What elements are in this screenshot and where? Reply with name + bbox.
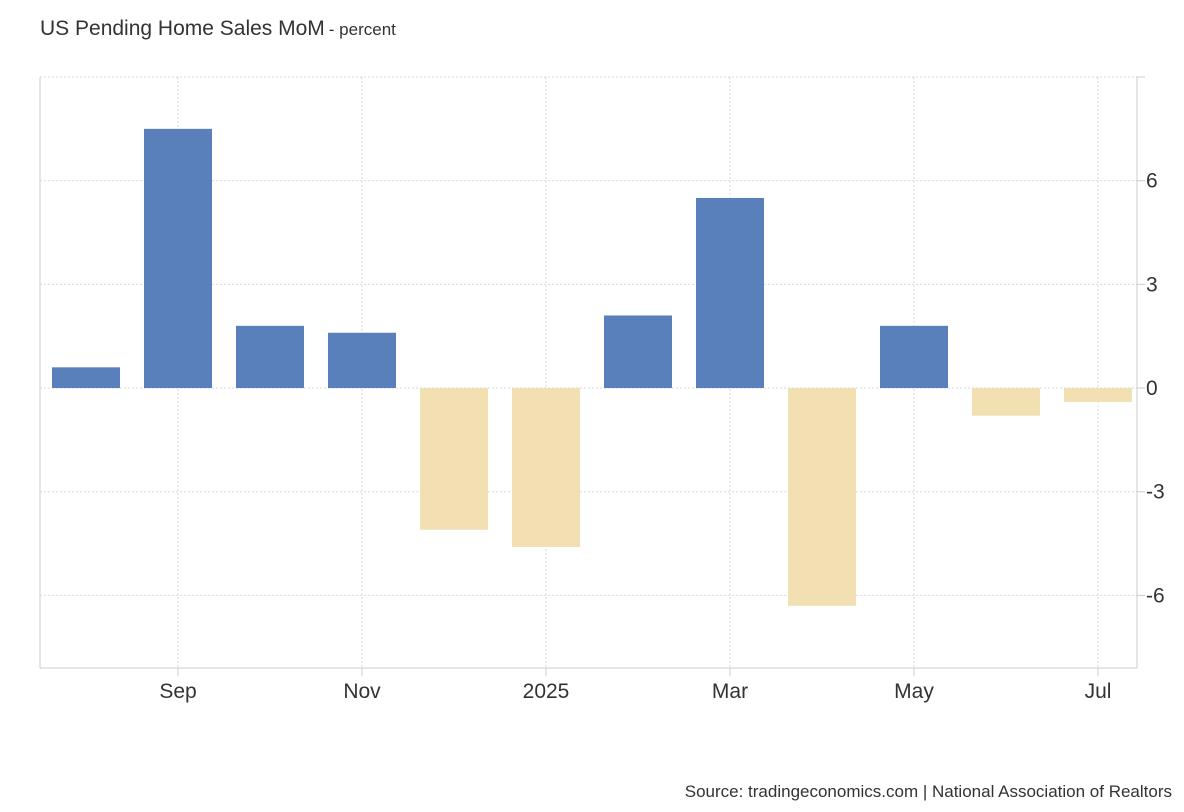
x-tick-label: Mar bbox=[712, 680, 748, 703]
chart-title-block: US Pending Home Sales MoM - percent bbox=[40, 17, 396, 41]
chart-title: US Pending Home Sales MoM bbox=[40, 17, 325, 40]
y-tick-label: -3 bbox=[1146, 481, 1165, 504]
x-tick-label: Jul bbox=[1085, 680, 1112, 703]
bar-mar-2025 bbox=[696, 197, 764, 389]
bar-oct-2024 bbox=[236, 325, 304, 389]
y-tick-label: 6 bbox=[1146, 170, 1158, 193]
bar-dec-2024 bbox=[420, 388, 488, 530]
bar-feb-2025 bbox=[604, 315, 672, 389]
y-axis-labels: 6 3 0 -3 -6 bbox=[1146, 170, 1165, 608]
bar-nov-2024 bbox=[328, 332, 396, 389]
chart-subtitle: - percent bbox=[328, 20, 396, 39]
x-tick-label: Sep bbox=[159, 680, 196, 703]
bar-jun-2025 bbox=[972, 388, 1040, 416]
axes bbox=[39, 76, 1145, 676]
bars bbox=[52, 128, 1132, 606]
x-axis-labels: Sep Nov 2025 Mar May Jul bbox=[159, 680, 1111, 703]
bar-jul-2025 bbox=[1064, 388, 1132, 402]
y-tick-label: -6 bbox=[1146, 584, 1165, 607]
bar-aug-2024 bbox=[52, 367, 120, 389]
source-note: Source: tradingeconomics.com | National … bbox=[684, 782, 1172, 801]
bar-apr-2025 bbox=[788, 388, 856, 606]
bar-sep-2024 bbox=[144, 128, 212, 389]
x-tick-label: May bbox=[894, 680, 934, 703]
y-tick-label: 0 bbox=[1146, 377, 1158, 400]
x-tick-label: Nov bbox=[343, 680, 381, 703]
gridlines bbox=[40, 76, 1137, 668]
bar-may-2025 bbox=[880, 325, 948, 389]
x-tick-label: 2025 bbox=[523, 680, 570, 703]
y-tick-label: 3 bbox=[1146, 273, 1158, 296]
bar-jan-2025 bbox=[512, 388, 580, 548]
